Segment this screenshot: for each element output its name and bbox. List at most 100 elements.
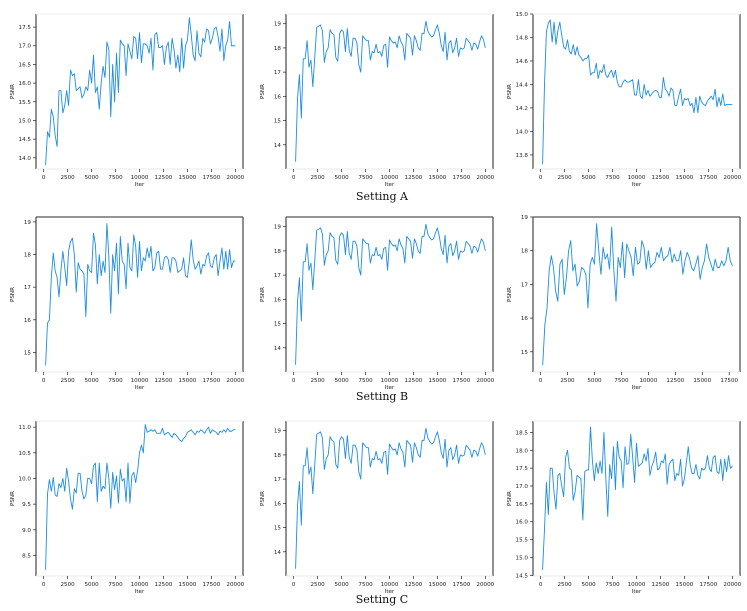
y-axis-label: PSNR	[507, 84, 513, 99]
y-axis-label: PSNR	[260, 84, 266, 99]
x-tick-label: 20000	[723, 582, 741, 588]
y-tick-label: 17.0	[19, 44, 32, 50]
caption-setting-b: Setting B	[355, 390, 409, 403]
chart-panel-setting-a-2: 14 15 16 17 18 19 0 2500 5000 7500 10000 12500 15000…	[250, 0, 500, 195]
chart-panel-setting-a-1: 14.0 14.5 15.0 15.5 16.0 16.5 17.0 17.5 0 2500 500…	[0, 0, 250, 195]
x-tick-label: 17500	[452, 378, 470, 384]
x-tick-label: 15000	[179, 582, 197, 588]
y-tick-label: 15	[521, 350, 529, 356]
y-tick-label: 15.5	[516, 538, 529, 544]
x-tick-label: 0	[42, 175, 46, 181]
x-tick-label: 0	[539, 378, 543, 384]
x-tick-label: 2500	[311, 378, 326, 384]
x-tick-label: 15000	[429, 582, 447, 588]
y-tick-label: 18	[274, 453, 282, 459]
x-axis-label: Iter	[135, 385, 145, 391]
x-tick-label: 10000	[381, 175, 399, 181]
x-axis-label: Iter	[385, 182, 395, 188]
x-tick-label: 10000	[131, 175, 149, 181]
y-tick-label: 14.0	[19, 156, 32, 162]
x-tick-label: 12500	[155, 582, 173, 588]
y-tick-label: 16.5	[19, 62, 32, 68]
y-tick-label: 16	[24, 318, 32, 324]
x-tick-label: 5000	[334, 175, 349, 181]
x-tick-label: 5000	[84, 175, 99, 181]
x-tick-label: 20000	[476, 582, 494, 588]
x-tick-label: 0	[42, 582, 46, 588]
y-tick-label: 18	[521, 249, 529, 255]
y-tick-label: 14.4	[516, 82, 529, 88]
x-tick-label: 17500	[720, 378, 738, 384]
chart-panel-setting-b-1: 15 16 17 18 19 0 2500 5000 7500 10000 12500 15000 17…	[0, 203, 250, 398]
x-tick-label: 20000	[226, 582, 244, 588]
y-tick-label: 19	[24, 220, 32, 226]
x-tick-label: 2500	[558, 582, 573, 588]
x-tick-label: 0	[539, 175, 543, 181]
y-tick-label: 16	[274, 94, 282, 100]
y-tick-label: 16.5	[516, 502, 529, 508]
line-chart: 14 15 16 17 18 19 0 2500 5000 7500 10000 12500 15000…	[260, 13, 495, 188]
x-tick-label: 12500	[405, 582, 423, 588]
y-tick-label: 13.8	[516, 153, 529, 159]
y-axis-label: PSNR	[260, 491, 266, 506]
y-tick-label: 18.0	[516, 448, 529, 454]
y-tick-label: 10.5	[19, 451, 32, 457]
x-tick-label: 12500	[405, 175, 423, 181]
x-tick-label: 2500	[61, 175, 76, 181]
x-tick-label: 7500	[358, 378, 373, 384]
x-tick-label: 15000	[179, 175, 197, 181]
line-chart: 14.0 14.5 15.0 15.5 16.0 16.5 17.0 17.5 0 2500 500…	[10, 13, 245, 188]
y-tick-label: 17	[274, 273, 282, 279]
axes: 14.0 14.5 15.0 15.5 16.0 16.5 17.0 17.5 0 2500 500…	[10, 13, 245, 188]
y-tick-label: 17	[521, 282, 529, 288]
psnr-line	[45, 223, 236, 366]
psnr-line	[295, 223, 486, 365]
x-tick-label: 5000	[334, 582, 349, 588]
y-tick-label: 19	[274, 429, 282, 435]
x-tick-label: 5000	[581, 175, 596, 181]
y-axis-label: PSNR	[507, 491, 513, 506]
line-chart: 15 16 17 18 19 0 2500 5000 7500 10000 12500 15000 17…	[507, 215, 741, 391]
x-tick-label: 15000	[429, 175, 447, 181]
chart-panel-setting-c-3: 14.5 15.0 15.5 16.0 16.5 17.0 17.5 18.0 18.5 0 250…	[497, 407, 747, 602]
y-tick-label: 18	[24, 253, 32, 259]
psnr-line	[45, 424, 236, 570]
line-chart: 8.5 9.0 9.5 10.0 10.5 11.0 0 2500 5000 7500 10000 1…	[10, 420, 245, 595]
y-tick-label: 10.0	[19, 476, 32, 482]
x-tick-label: 20000	[476, 175, 494, 181]
y-tick-label: 16	[274, 297, 282, 303]
x-axis-label: Iter	[135, 182, 145, 188]
y-tick-label: 14.0	[516, 129, 529, 135]
x-tick-label: 20000	[723, 175, 741, 181]
x-tick-label: 15000	[429, 378, 447, 384]
x-tick-label: 0	[539, 582, 543, 588]
x-tick-label: 10000	[628, 582, 646, 588]
x-tick-label: 0	[292, 378, 296, 384]
y-tick-label: 15	[274, 119, 282, 125]
y-tick-label: 14.5	[19, 137, 32, 143]
y-tick-label: 14	[274, 550, 282, 556]
x-tick-label: 12500	[405, 378, 423, 384]
y-tick-label: 15.5	[19, 100, 32, 106]
y-tick-label: 15	[274, 526, 282, 532]
y-tick-label: 14	[274, 143, 282, 149]
y-tick-label: 19	[274, 225, 282, 231]
x-tick-label: 12500	[155, 175, 173, 181]
line-chart: 13.8 14.0 14.2 14.4 14.6 14.8 15.0 0 2500 5000 750…	[507, 12, 742, 188]
x-tick-label: 10000	[381, 582, 399, 588]
x-tick-label: 20000	[226, 175, 244, 181]
y-tick-label: 16	[274, 501, 282, 507]
chart-panel-setting-c-1: 8.5 9.0 9.5 10.0 10.5 11.0 0 2500 5000 7500 10000 1…	[0, 407, 250, 602]
y-tick-label: 18	[274, 249, 282, 255]
y-tick-label: 14.8	[516, 35, 529, 41]
line-chart: 15 16 17 18 19 0 2500 5000 7500 10000 12500 15000 17…	[10, 216, 245, 391]
y-axis-label: PSNR	[10, 84, 16, 99]
psnr-line	[45, 17, 236, 166]
psnr-line	[542, 223, 733, 366]
y-tick-label: 17	[274, 70, 282, 76]
y-tick-label: 18	[274, 46, 282, 52]
x-tick-label: 7500	[358, 175, 373, 181]
x-tick-label: 10000	[131, 582, 149, 588]
y-tick-label: 18.5	[516, 430, 529, 436]
x-tick-label: 0	[292, 582, 296, 588]
